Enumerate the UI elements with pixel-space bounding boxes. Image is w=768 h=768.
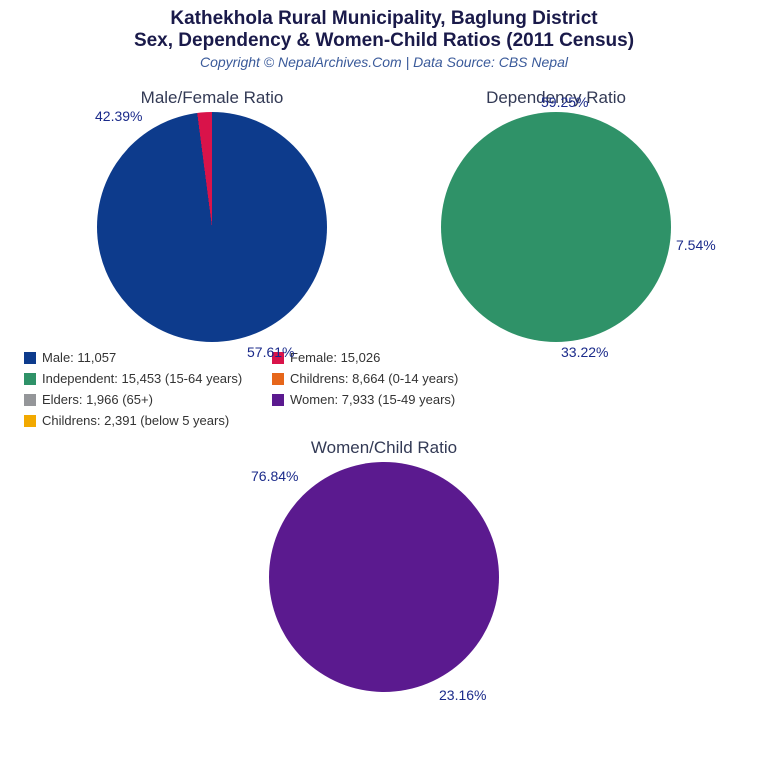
legend-text-2: Independent: 15,453 (15-64 years)	[42, 371, 242, 386]
chart3-label-1: 23.16%	[439, 687, 486, 703]
legend-swatch-5	[272, 394, 284, 406]
legend-swatch-3	[272, 373, 284, 385]
top-charts-row: Male/Female Ratio 42.39%57.61% Dependenc…	[0, 88, 768, 342]
legend-item-3: Childrens: 8,664 (0-14 years)	[272, 371, 502, 386]
chart3-title: Women/Child Ratio	[224, 438, 544, 458]
legend-text-5: Women: 7,933 (15-49 years)	[290, 392, 455, 407]
chart2-pie-disc	[441, 112, 671, 342]
legend-text-1: Female: 15,026	[290, 350, 380, 365]
legend-text-3: Childrens: 8,664 (0-14 years)	[290, 371, 458, 386]
legend-text-0: Male: 11,057	[42, 350, 116, 365]
subtitle: Copyright © NepalArchives.Com | Data Sou…	[0, 54, 768, 70]
legend-text-6: Childrens: 2,391 (below 5 years)	[42, 413, 229, 428]
chart2-pie: 59.25%7.54%33.22%	[441, 112, 671, 342]
bottom-chart-row: Women/Child Ratio 76.84%23.16%	[0, 438, 768, 692]
chart3-pie-disc	[269, 462, 499, 692]
chart1-pie: 42.39%57.61%	[97, 112, 327, 342]
chart3-label-0: 76.84%	[251, 468, 298, 484]
legend-swatch-0	[24, 352, 36, 364]
title-block: Kathekhola Rural Municipality, Baglung D…	[0, 0, 768, 70]
chart1-label-1: 57.61%	[247, 344, 294, 360]
legend-text-4: Elders: 1,966 (65+)	[42, 392, 153, 407]
chart-male-female: Male/Female Ratio 42.39%57.61%	[52, 88, 372, 342]
chart1-pie-disc	[97, 112, 327, 342]
legend-item-5: Women: 7,933 (15-49 years)	[272, 392, 502, 407]
chart-dependency: Dependency Ratio 59.25%7.54%33.22%	[396, 88, 716, 342]
chart2-label-0: 59.25%	[541, 94, 588, 110]
chart1-label-0: 42.39%	[95, 108, 142, 124]
chart-women-child: Women/Child Ratio 76.84%23.16%	[224, 438, 544, 692]
legend-item-1: Female: 15,026	[272, 350, 502, 365]
legend-item-6: Childrens: 2,391 (below 5 years)	[24, 413, 254, 428]
legend-item-4: Elders: 1,966 (65+)	[24, 392, 254, 407]
legend-item-0: Male: 11,057	[24, 350, 254, 365]
legend: Male: 11,057 Female: 15,026 Independent: 1…	[0, 342, 768, 428]
chart3-pie: 76.84%23.16%	[269, 462, 499, 692]
legend-swatch-6	[24, 415, 36, 427]
chart2-label-2: 33.22%	[561, 344, 608, 360]
chart1-title: Male/Female Ratio	[52, 88, 372, 108]
legend-swatch-4	[24, 394, 36, 406]
title-line-2: Sex, Dependency & Women-Child Ratios (20…	[0, 30, 768, 52]
title-line-1: Kathekhola Rural Municipality, Baglung D…	[0, 8, 768, 30]
chart2-label-1: 7.54%	[676, 237, 716, 253]
legend-item-2: Independent: 15,453 (15-64 years)	[24, 371, 254, 386]
legend-swatch-2	[24, 373, 36, 385]
